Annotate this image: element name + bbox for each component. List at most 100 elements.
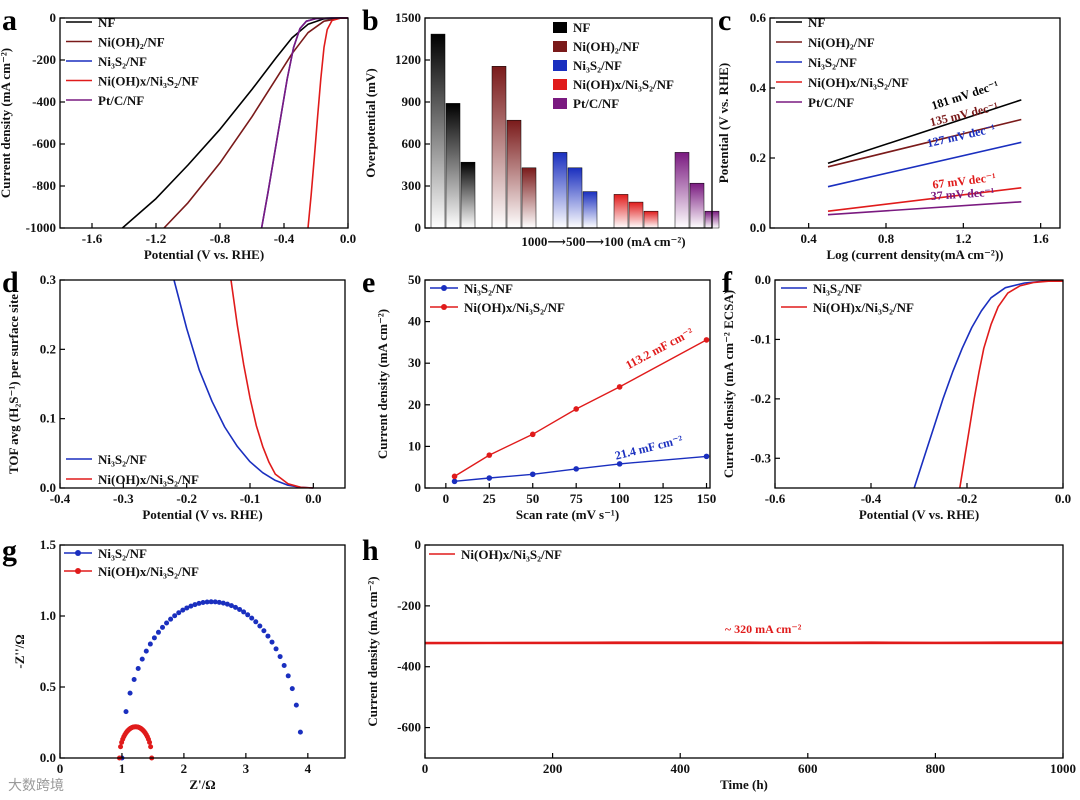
y-tick-label: -0.2 xyxy=(750,391,771,406)
legend-entry: Ni₃S₂/NF xyxy=(98,452,147,467)
x-tick-label: 4 xyxy=(305,761,312,776)
data-point xyxy=(261,628,267,634)
y-axis-label: Current density (mA cm⁻²) xyxy=(375,309,390,459)
annotation-label: ~ 320 mA cm⁻² xyxy=(725,622,802,636)
legend-swatch xyxy=(553,79,567,90)
y-axis-label: TOF avg (H₂S⁻¹) per surface site xyxy=(6,294,21,474)
y-tick-label: 1.0 xyxy=(40,608,56,623)
x-axis-label: Potential (V vs. RHE) xyxy=(142,507,262,522)
y-tick-label: 0.0 xyxy=(755,272,771,287)
x-tick-label: 125 xyxy=(653,491,673,506)
data-point xyxy=(164,620,170,626)
fit-line xyxy=(827,201,1022,216)
data-point xyxy=(188,603,194,609)
data-point xyxy=(257,623,263,629)
bar xyxy=(460,161,476,229)
x-axis-label: Log (current density(mA cm⁻²)) xyxy=(827,247,1004,262)
data-point xyxy=(573,466,579,472)
data-point xyxy=(245,612,251,618)
series-line xyxy=(173,279,314,489)
data-point xyxy=(143,648,149,654)
x-tick-label: -0.6 xyxy=(765,491,786,506)
fit-line xyxy=(454,455,707,482)
panel-label-e: e xyxy=(362,266,375,299)
data-point xyxy=(277,654,283,660)
bar xyxy=(613,194,629,229)
series-line xyxy=(230,279,314,489)
data-point xyxy=(200,600,206,606)
legend-entry: Ni(OH)x/Ni₃S₂/NF xyxy=(813,300,914,315)
data-point xyxy=(703,453,710,460)
plot-frame xyxy=(59,544,346,759)
data-point xyxy=(118,744,124,750)
y-axis-label: Overpotential (mV) xyxy=(363,68,378,177)
series-line xyxy=(260,17,348,229)
bar xyxy=(643,210,659,229)
legend-swatch xyxy=(553,98,567,109)
data-point xyxy=(160,624,166,630)
data-point xyxy=(216,599,222,605)
legend-entry: Ni(OH)₂/NF xyxy=(98,35,165,50)
bar xyxy=(582,191,598,229)
y-axis-label: -Z''/Ω xyxy=(12,634,27,668)
bar xyxy=(506,119,522,229)
data-point xyxy=(269,639,275,645)
y-tick-label: 40 xyxy=(408,314,421,329)
legend-entry: Ni₃S₂/NF xyxy=(464,281,513,296)
legend-marker xyxy=(441,285,447,291)
data-point xyxy=(147,739,153,745)
data-point xyxy=(486,475,493,481)
y-tick-label: 0 xyxy=(415,537,422,552)
y-tick-label: 30 xyxy=(408,355,421,370)
plot-frame xyxy=(59,279,346,489)
panel-d: -0.4 -0.3 -0.2 -0.1 0.0 0.0 0.1 0.2 0.3 Potential… xyxy=(6,272,346,522)
fit-line xyxy=(827,99,1022,165)
x-tick-label: 50 xyxy=(526,491,539,506)
legend-entry: Ni(OH)₂/NF xyxy=(573,39,640,54)
y-tick-label: 10 xyxy=(408,438,421,453)
x-tick-label: 1 xyxy=(119,761,126,776)
legend-entry: Pt/C/NF xyxy=(573,96,619,111)
fit-line xyxy=(827,141,1022,188)
data-point xyxy=(297,729,303,735)
plot-frame xyxy=(774,279,1064,489)
y-tick-label: 0.1 xyxy=(40,411,56,426)
y-tick-label: 1.5 xyxy=(40,537,57,552)
y-axis-label: Current density (mA cm⁻²) xyxy=(0,48,13,198)
data-point xyxy=(703,337,710,343)
panel-label-b: b xyxy=(362,4,379,37)
fit-line xyxy=(454,339,707,477)
panel-label-g: g xyxy=(2,534,17,567)
plot-frame xyxy=(424,544,1064,759)
plot-frame xyxy=(424,17,713,229)
x-tick-label: -1.6 xyxy=(82,231,103,246)
series-line xyxy=(121,17,348,229)
x-tick-label: -0.4 xyxy=(274,231,295,246)
legend-entry: Ni(OH)x/Ni₃S₂/NF xyxy=(461,547,562,562)
legend-entry: Pt/C/NF xyxy=(98,93,144,108)
y-tick-label: -0.1 xyxy=(750,331,771,346)
bar xyxy=(445,103,461,229)
y-tick-label: 0.0 xyxy=(750,220,766,235)
bar xyxy=(689,182,705,229)
data-point xyxy=(451,478,458,485)
legend-entry: NF xyxy=(98,15,115,30)
y-axis-label: Current density (mA cm⁻² ECSA) xyxy=(721,290,736,478)
series-line xyxy=(163,17,349,229)
data-point xyxy=(285,673,291,679)
bar xyxy=(567,167,583,229)
data-point xyxy=(184,605,190,611)
x-tick-label: 0.0 xyxy=(305,491,321,506)
legend-entry: Ni₃S₂/NF xyxy=(813,281,862,296)
panel-label-a: a xyxy=(2,4,17,37)
data-point xyxy=(172,613,178,619)
data-point xyxy=(224,601,230,607)
legend-swatch xyxy=(553,41,567,52)
data-point xyxy=(220,600,226,606)
x-tick-label: 2 xyxy=(181,761,188,776)
y-axis-label: Current density (mA cm⁻²) xyxy=(365,576,380,726)
legend-swatch xyxy=(553,22,567,33)
data-point xyxy=(241,609,247,615)
legend-entry: Ni(OH)x/Ni₃S₂/NF xyxy=(573,77,674,92)
